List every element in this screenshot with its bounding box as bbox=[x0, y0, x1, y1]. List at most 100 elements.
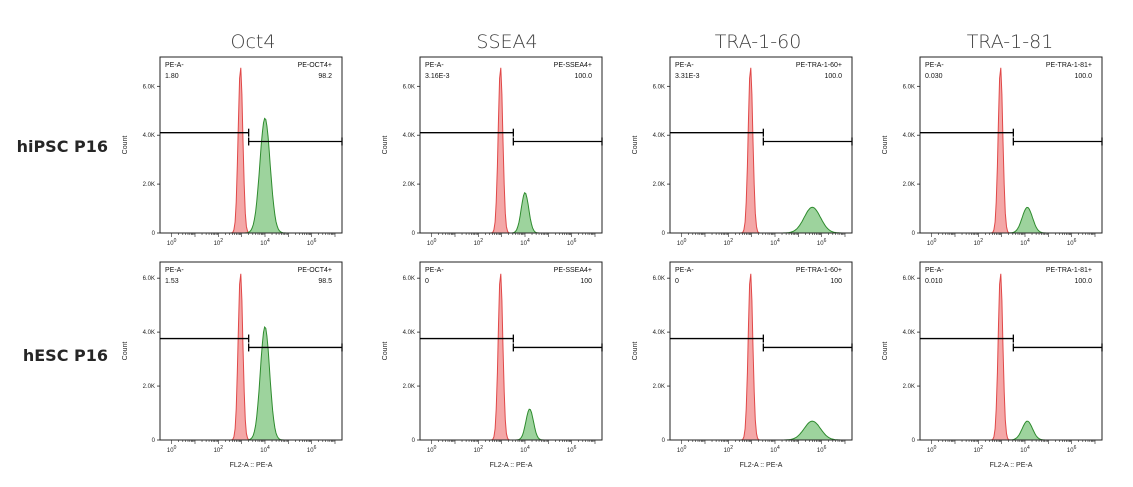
y-tick-label: 2.0K bbox=[903, 384, 915, 390]
y-tick-label: 2.0K bbox=[143, 182, 155, 188]
panel-hipsc-p16-tra-1-81: 0 2.0K 4.0K 6.0K 100 102 104 106 Count PE-A- 0.030… bbox=[882, 56, 1103, 247]
control-histogram bbox=[160, 273, 342, 441]
x-tick-label: 102 bbox=[214, 445, 224, 454]
x-axis-title: FL2-A :: PE-A bbox=[490, 462, 533, 469]
column-title-tra-1-60: TRA-1-60 bbox=[715, 31, 802, 53]
y-tick-label: 4.0K bbox=[903, 133, 915, 139]
y-tick-label: 2.0K bbox=[403, 182, 415, 188]
x-tick-label: 102 bbox=[974, 238, 984, 247]
x-tick-label: 102 bbox=[974, 445, 984, 454]
gate-negative-label: PE-A- bbox=[925, 62, 944, 69]
panel-hipsc-p16-ssea4: 0 2.0K 4.0K 6.0K 100 102 104 106 Count PE-A- 3.16E… bbox=[382, 56, 603, 247]
y-tick-label: 4.0K bbox=[143, 330, 155, 336]
y-axis-title: Count bbox=[632, 136, 639, 155]
y-tick-label: 0 bbox=[152, 231, 156, 237]
x-tick-label: 102 bbox=[474, 238, 484, 247]
y-tick-label: 4.0K bbox=[903, 330, 915, 336]
gate-negative-value: 3.31E-3 bbox=[675, 73, 700, 80]
y-tick-label: 0 bbox=[912, 231, 916, 237]
x-tick-label: 102 bbox=[474, 445, 484, 454]
gate-positive-label: PE-SSEA4+ bbox=[554, 62, 592, 69]
x-tick-label: 100 bbox=[677, 238, 687, 247]
y-tick-label: 0 bbox=[662, 231, 666, 237]
gate-positive-label: PE-SSEA4+ bbox=[554, 267, 592, 274]
x-tick-label: 102 bbox=[214, 238, 224, 247]
gate-positive-label: PE-TRA-1-81+ bbox=[1046, 267, 1092, 274]
gate-positive-value: 100.0 bbox=[574, 73, 592, 80]
y-tick-label: 6.0K bbox=[143, 84, 155, 90]
plot-frame bbox=[919, 261, 1103, 441]
histogram-panels: 0 2.0K 4.0K 6.0K 100 102 104 106 Count PE-A- 1.80 P… bbox=[122, 56, 1103, 469]
panel-hipsc-p16-oct4: 0 2.0K 4.0K 6.0K 100 102 104 106 Count PE-A- 1.80 P… bbox=[122, 56, 343, 247]
stained-histogram bbox=[420, 408, 602, 441]
x-tick-label: 106 bbox=[307, 238, 317, 247]
gate-negative-value: 1.53 bbox=[165, 278, 179, 285]
stained-histogram bbox=[920, 420, 1102, 441]
y-axis-title: Count bbox=[632, 342, 639, 361]
y-tick-label: 6.0K bbox=[653, 276, 665, 282]
x-tick-label: 106 bbox=[817, 238, 827, 247]
y-axis-title: Count bbox=[882, 342, 889, 361]
panel-hipsc-p16-tra-1-60: 0 2.0K 4.0K 6.0K 100 102 104 106 Count PE-A- 3.31E… bbox=[632, 56, 853, 247]
gate-negative-label: PE-A- bbox=[925, 267, 944, 274]
x-tick-label: 104 bbox=[770, 238, 780, 247]
gate-positive-label: PE-TRA-1-60+ bbox=[796, 62, 842, 69]
x-tick-label: 106 bbox=[817, 445, 827, 454]
gate-negative-label: PE-A- bbox=[425, 267, 444, 274]
row-label-hesc: hESC P16 bbox=[23, 346, 108, 365]
plot-frame bbox=[419, 261, 603, 441]
y-tick-label: 2.0K bbox=[403, 384, 415, 390]
y-axis-title: Count bbox=[382, 342, 389, 361]
x-tick-label: 102 bbox=[724, 445, 734, 454]
gate-negative-label: PE-A- bbox=[675, 267, 694, 274]
x-tick-label: 100 bbox=[427, 445, 437, 454]
gate-negative-label: PE-A- bbox=[675, 62, 694, 69]
y-tick-label: 4.0K bbox=[653, 330, 665, 336]
y-tick-label: 6.0K bbox=[143, 276, 155, 282]
control-histogram bbox=[920, 273, 1102, 441]
x-axis-title: FL2-A :: PE-A bbox=[740, 462, 783, 469]
plot-frame bbox=[159, 56, 343, 234]
stained-histogram bbox=[420, 192, 602, 234]
x-axis-title: FL2-A :: PE-A bbox=[990, 462, 1033, 469]
x-tick-label: 100 bbox=[927, 445, 937, 454]
gate-positive-value: 100 bbox=[830, 278, 842, 285]
y-tick-label: 6.0K bbox=[403, 276, 415, 282]
gate-negative-value: 3.16E-3 bbox=[425, 73, 450, 80]
x-axis-title: FL2-A :: PE-A bbox=[230, 462, 273, 469]
y-tick-label: 2.0K bbox=[653, 384, 665, 390]
y-tick-label: 0 bbox=[152, 438, 156, 444]
gate-positive-value: 100.0 bbox=[1074, 278, 1092, 285]
y-tick-label: 6.0K bbox=[653, 84, 665, 90]
x-tick-label: 106 bbox=[567, 238, 577, 247]
y-tick-label: 0 bbox=[662, 438, 666, 444]
plot-frame bbox=[159, 261, 343, 441]
x-tick-label: 106 bbox=[1067, 238, 1077, 247]
control-histogram bbox=[670, 67, 852, 234]
y-axis-title: Count bbox=[122, 342, 129, 361]
stained-histogram bbox=[920, 206, 1102, 234]
y-tick-label: 6.0K bbox=[903, 276, 915, 282]
y-tick-label: 0 bbox=[912, 438, 916, 444]
stained-histogram bbox=[160, 325, 342, 441]
y-tick-label: 6.0K bbox=[903, 84, 915, 90]
control-histogram bbox=[420, 273, 602, 441]
control-histogram bbox=[920, 67, 1102, 234]
gate-positive-value: 98.2 bbox=[318, 73, 332, 80]
gate-positive-label: PE-OCT4+ bbox=[298, 62, 332, 69]
y-tick-label: 4.0K bbox=[403, 133, 415, 139]
gate-positive-label: PE-TRA-1-81+ bbox=[1046, 62, 1092, 69]
row-label-hipsc: hiPSC P16 bbox=[17, 137, 108, 156]
column-title-tra-1-81: TRA-1-81 bbox=[967, 31, 1054, 53]
x-tick-label: 100 bbox=[427, 238, 437, 247]
gate-positive-value: 98.5 bbox=[318, 278, 332, 285]
y-axis-title: Count bbox=[882, 136, 889, 155]
x-tick-label: 100 bbox=[677, 445, 687, 454]
x-tick-label: 106 bbox=[1067, 445, 1077, 454]
column-title-oct4: Oct4 bbox=[231, 31, 276, 53]
